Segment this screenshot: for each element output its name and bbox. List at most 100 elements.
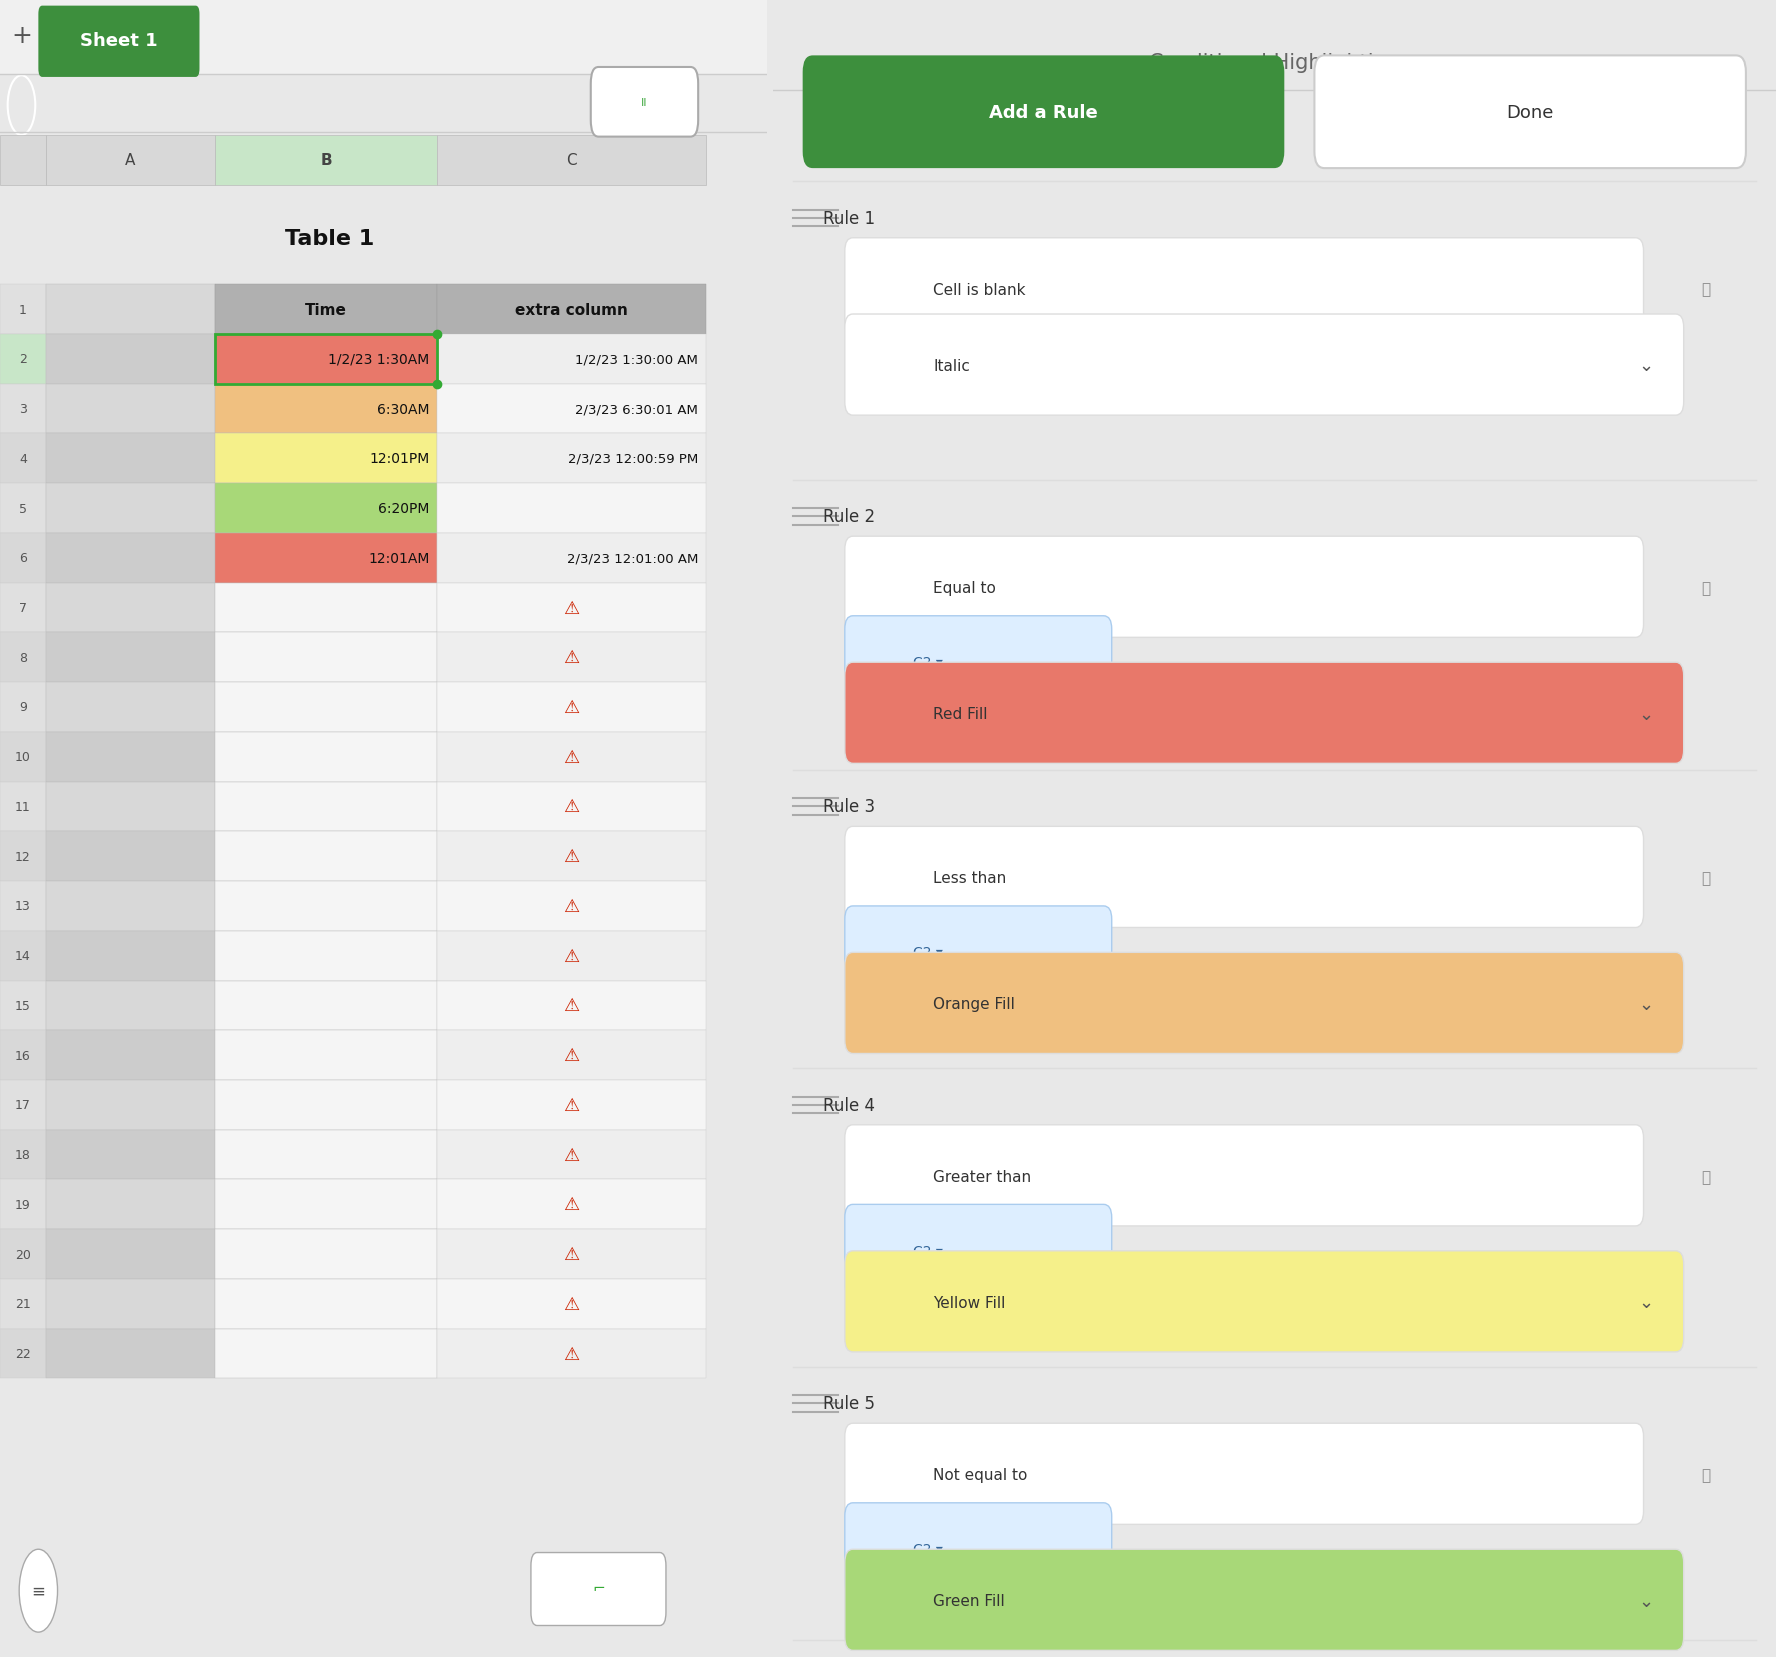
- Bar: [0, 384, 46, 434]
- Text: 2: 2: [20, 353, 27, 366]
- Bar: [437, 1080, 705, 1130]
- Text: 7: 7: [20, 601, 27, 615]
- Text: Yellow Fill: Yellow Fill: [932, 1294, 1005, 1311]
- Bar: [215, 335, 437, 384]
- Text: 2/3/23 12:00:59 PM: 2/3/23 12:00:59 PM: [568, 452, 698, 466]
- FancyBboxPatch shape: [845, 953, 1684, 1054]
- Text: 16: 16: [16, 1049, 30, 1062]
- Text: ⚠: ⚠: [563, 1196, 579, 1213]
- Text: ⚠: ⚠: [563, 799, 579, 815]
- Text: Rule 2: Rule 2: [822, 509, 876, 525]
- Bar: [0, 1229, 46, 1279]
- Text: 15: 15: [14, 999, 30, 1012]
- Bar: [215, 1229, 437, 1279]
- Text: 4: 4: [20, 452, 27, 466]
- Bar: [215, 732, 437, 782]
- Text: ⚠: ⚠: [563, 600, 579, 616]
- Text: ⚠: ⚠: [563, 699, 579, 716]
- Bar: [0, 1130, 46, 1180]
- Bar: [215, 534, 437, 583]
- Text: 8: 8: [20, 651, 27, 664]
- Text: Done: Done: [1506, 104, 1554, 121]
- Bar: [0, 1329, 46, 1379]
- Bar: [46, 882, 215, 931]
- Text: extra column: extra column: [515, 302, 629, 318]
- FancyBboxPatch shape: [1314, 56, 1746, 169]
- Bar: [437, 633, 705, 683]
- Bar: [0, 335, 46, 384]
- Text: ⚠: ⚠: [563, 1097, 579, 1114]
- Bar: [0, 782, 46, 832]
- Text: 🗑: 🗑: [1701, 1466, 1710, 1483]
- Text: ⚠: ⚠: [563, 1047, 579, 1064]
- Bar: [437, 981, 705, 1031]
- Bar: [437, 583, 705, 633]
- Bar: [215, 832, 437, 882]
- Bar: [437, 1130, 705, 1180]
- Bar: [215, 285, 437, 335]
- Text: ⚠: ⚠: [563, 848, 579, 865]
- Bar: [46, 484, 215, 534]
- Bar: [0, 285, 46, 335]
- Text: Red Fill: Red Fill: [932, 706, 987, 722]
- Bar: [46, 981, 215, 1031]
- Bar: [46, 136, 215, 186]
- Bar: [46, 1329, 215, 1379]
- Bar: [215, 335, 437, 384]
- Bar: [46, 782, 215, 832]
- Bar: [437, 782, 705, 832]
- Text: Less than: Less than: [932, 870, 1007, 886]
- Text: Rule 3: Rule 3: [822, 799, 876, 815]
- Bar: [0, 931, 46, 981]
- Bar: [46, 384, 215, 434]
- Bar: [46, 1130, 215, 1180]
- Text: Add a Rule: Add a Rule: [989, 104, 1098, 121]
- Text: 1/2/23 1:30AM: 1/2/23 1:30AM: [329, 353, 430, 366]
- Text: 6:30AM: 6:30AM: [377, 403, 430, 416]
- Bar: [46, 1080, 215, 1130]
- Bar: [0, 434, 46, 484]
- Text: Time: Time: [305, 302, 346, 318]
- Text: Not equal to: Not equal to: [932, 1466, 1028, 1483]
- Text: Sheet 1: Sheet 1: [80, 33, 158, 50]
- Bar: [46, 434, 215, 484]
- Bar: [0, 1080, 46, 1130]
- Text: 9: 9: [20, 701, 27, 714]
- Text: 🗑: 🗑: [1701, 870, 1710, 886]
- FancyBboxPatch shape: [845, 1205, 1112, 1297]
- Bar: [0, 882, 46, 931]
- Bar: [215, 633, 437, 683]
- FancyBboxPatch shape: [845, 616, 1112, 709]
- Text: ⚠: ⚠: [563, 1246, 579, 1263]
- FancyBboxPatch shape: [845, 1549, 1684, 1650]
- Bar: [46, 633, 215, 683]
- Bar: [0, 1279, 46, 1329]
- Bar: [215, 484, 437, 534]
- Bar: [46, 832, 215, 882]
- Bar: [46, 1279, 215, 1329]
- Text: 11: 11: [16, 800, 30, 814]
- Text: ⌄: ⌄: [1637, 996, 1653, 1012]
- Bar: [46, 1180, 215, 1229]
- Bar: [215, 583, 437, 633]
- FancyBboxPatch shape: [845, 1125, 1643, 1226]
- Bar: [46, 931, 215, 981]
- Bar: [0, 832, 46, 882]
- Text: 22: 22: [16, 1347, 30, 1360]
- Bar: [215, 1180, 437, 1229]
- Circle shape: [20, 1549, 57, 1632]
- FancyBboxPatch shape: [845, 1503, 1112, 1596]
- Bar: [437, 1279, 705, 1329]
- Text: 🗑: 🗑: [1701, 1168, 1710, 1185]
- Text: ⌐: ⌐: [591, 1579, 606, 1596]
- Text: 1/2/23 1:30:00 AM: 1/2/23 1:30:00 AM: [575, 353, 698, 366]
- Bar: [215, 434, 437, 484]
- Bar: [0, 484, 46, 534]
- Bar: [0, 136, 46, 186]
- Text: 17: 17: [14, 1099, 30, 1112]
- Bar: [437, 882, 705, 931]
- Bar: [46, 732, 215, 782]
- Text: 3: 3: [20, 403, 27, 416]
- Bar: [215, 782, 437, 832]
- Text: ⌄: ⌄: [1637, 358, 1653, 374]
